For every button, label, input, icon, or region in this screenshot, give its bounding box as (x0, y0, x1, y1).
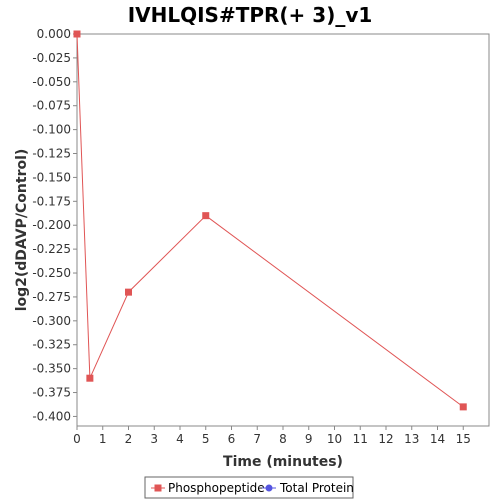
x-tick-label: 1 (99, 432, 107, 446)
y-tick-label: -0.100 (32, 123, 71, 137)
plot-frame (76, 33, 490, 427)
data-point (202, 212, 210, 220)
data-point (86, 374, 94, 382)
data-point (459, 403, 467, 411)
legend-square-marker-icon (154, 484, 162, 492)
x-tick-label: 12 (378, 432, 393, 446)
x-tick-label: 15 (456, 432, 471, 446)
y-tick-label: -0.025 (32, 51, 71, 65)
x-tick-label: 4 (176, 432, 184, 446)
y-tick-label: -0.075 (32, 99, 71, 113)
x-tick-label: 11 (353, 432, 368, 446)
y-tick-label: -0.200 (32, 218, 71, 232)
y-tick-label: -0.175 (32, 194, 71, 208)
x-tick-label: 13 (404, 432, 419, 446)
x-axis: 0 1 2 3 4 5 6 7 8 9 10 11 12 13 14 15 (73, 426, 471, 446)
x-tick-label: 8 (279, 432, 287, 446)
x-tick-label: 0 (73, 432, 81, 446)
x-axis-label: Time (minutes) (223, 454, 343, 470)
x-tick-label: 7 (253, 432, 261, 446)
legend-label: Phosphopeptide (168, 481, 265, 495)
x-tick-label: 6 (228, 432, 236, 446)
x-tick-label: 10 (327, 432, 342, 446)
legend-box (144, 476, 354, 499)
y-tick-label: -0.050 (32, 75, 71, 89)
y-tick-label: 0.000 (37, 27, 71, 41)
legend-label: Total Protein (279, 481, 354, 495)
y-tick-label: -0.125 (32, 147, 71, 161)
y-tick-label: -0.250 (32, 266, 71, 280)
legend-circle-marker-icon (265, 484, 273, 492)
chart-title: IVHLQIS#TPR(+ 3)_v1 (128, 3, 373, 27)
y-tick-label: -0.350 (32, 362, 71, 376)
y-tick-label: -0.400 (32, 409, 71, 423)
y-axis-label: log2(dDAVP/Control) (14, 149, 30, 312)
y-tick-label: -0.325 (32, 338, 71, 352)
x-tick-label: 5 (202, 432, 210, 446)
y-tick-label: -0.375 (32, 386, 71, 400)
x-tick-label: 14 (430, 432, 445, 446)
x-tick-label: 9 (305, 432, 313, 446)
y-tick-label: -0.150 (32, 170, 71, 184)
x-tick-label: 3 (150, 432, 158, 446)
x-tick-label: 2 (125, 432, 133, 446)
series-layer (73, 30, 467, 411)
plot-area (76, 33, 490, 427)
data-point (73, 30, 81, 38)
y-tick-label: -0.225 (32, 242, 71, 256)
y-tick-label: -0.275 (32, 290, 71, 304)
data-point (125, 288, 132, 296)
y-tick-label: -0.300 (32, 314, 71, 328)
y-axis: 0.000 -0.025 -0.050 -0.075 -0.100 -0.125 -0.15… (32, 27, 77, 423)
legend: Phosphopeptide Total Protein (144, 476, 354, 499)
